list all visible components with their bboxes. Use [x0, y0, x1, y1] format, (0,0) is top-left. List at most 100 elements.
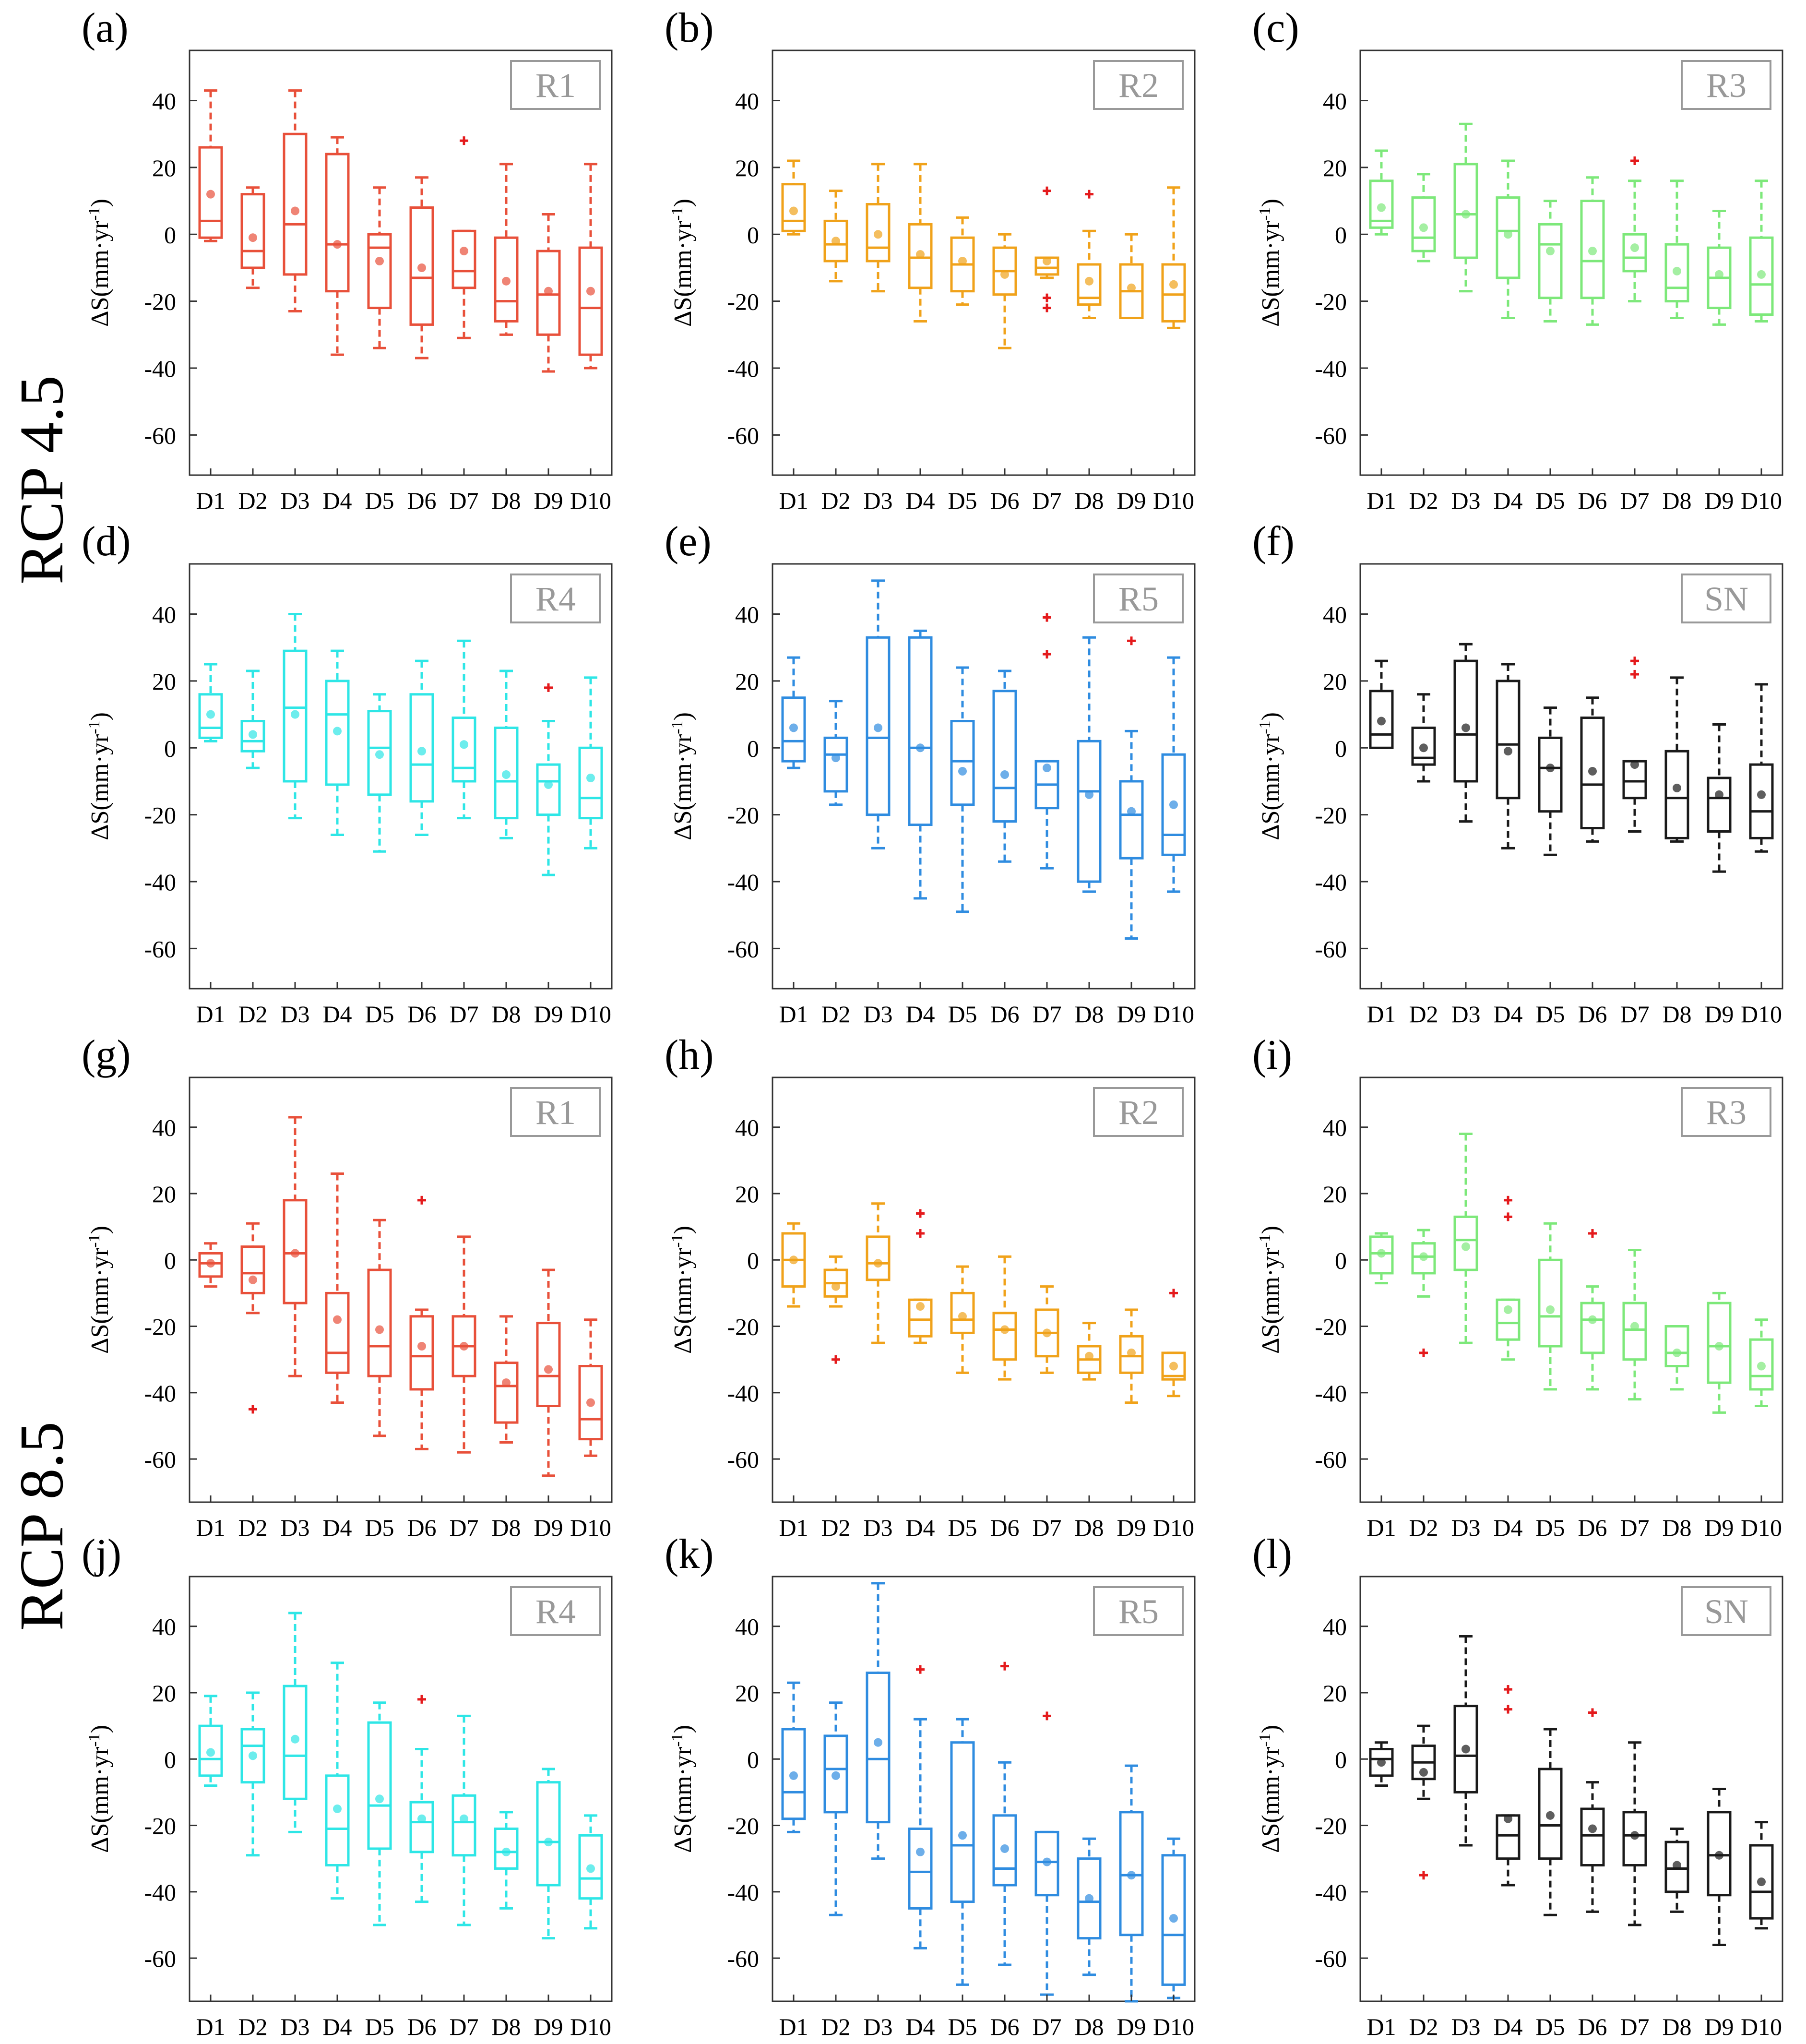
y-axis-label: ΔS(mm·yr-1) — [668, 1226, 697, 1354]
plot-frame — [189, 563, 613, 990]
y-axis-label: ΔS(mm·yr-1) — [85, 1725, 114, 1853]
y-tick-label: -20 — [1315, 1813, 1347, 1840]
box-iqr — [1077, 740, 1102, 883]
box-iqr — [240, 193, 265, 269]
x-tick-label: D2 — [238, 487, 267, 514]
y-tick-label: -20 — [727, 802, 759, 829]
region-box — [1093, 1586, 1184, 1636]
x-tick-label: D10 — [570, 1001, 611, 1028]
region-box — [510, 1087, 601, 1137]
mean-marker — [789, 1255, 798, 1265]
region-label: SN — [1704, 1592, 1748, 1631]
mean-marker — [789, 723, 798, 732]
y-axis-label-close: ) — [669, 712, 697, 720]
mean-marker — [1419, 223, 1428, 232]
box-iqr — [866, 1672, 891, 1824]
x-tick-label: D9 — [534, 1514, 563, 1541]
mean-marker — [1715, 1851, 1723, 1860]
x-tick-label: D2 — [1409, 2013, 1438, 2040]
chart-panel-4: (d) R4 40 20 0 -20 -40 -60 ΔS(mm·yr-1) D1 D2 D3 D4 D5… — [82, 518, 613, 1028]
box-iqr — [452, 1794, 476, 1857]
x-tick-label: D1 — [1366, 487, 1396, 514]
y-tick-label: 40 — [152, 88, 176, 115]
mean-marker — [1630, 1322, 1639, 1331]
mean-marker — [789, 206, 798, 215]
mean-marker — [1043, 1857, 1051, 1866]
y-tick-label: -60 — [144, 422, 176, 449]
x-tick-label: D4 — [905, 1001, 935, 1028]
y-axis-label-close: ) — [1257, 199, 1284, 207]
mean-marker — [206, 1259, 215, 1268]
mean-marker — [1461, 210, 1470, 219]
mean-marker — [958, 1831, 967, 1840]
y-tick-label: 40 — [1323, 1614, 1347, 1640]
x-tick-label: D3 — [1451, 1514, 1480, 1541]
mean-marker — [1588, 1315, 1597, 1324]
panel-label: (l) — [1252, 1531, 1292, 1578]
panel-label: (c) — [1252, 5, 1299, 51]
y-tick-label: -60 — [144, 935, 176, 962]
y-tick-label: 40 — [1323, 601, 1347, 628]
y-axis-label: ΔS(mm·yr-1) — [668, 1725, 697, 1853]
x-tick-label: D4 — [1493, 487, 1522, 514]
mean-marker — [1504, 747, 1512, 756]
region-box — [1093, 1087, 1184, 1137]
x-tick-label: D9 — [534, 2013, 563, 2040]
x-tick-label: D1 — [196, 2013, 225, 2040]
mean-marker — [1504, 1814, 1512, 1823]
x-tick-label: D10 — [1153, 2013, 1194, 2040]
x-tick-label: D10 — [1741, 2013, 1782, 2040]
x-tick-label: D7 — [449, 1001, 478, 1028]
x-tick-label: D9 — [534, 1001, 563, 1028]
mean-marker — [1000, 270, 1009, 279]
plot-frame — [189, 1076, 613, 1503]
mean-marker — [958, 1312, 967, 1321]
region-box — [510, 1586, 601, 1636]
y-axis-label-close: ) — [669, 1226, 697, 1234]
region-label: R4 — [535, 1592, 576, 1631]
box-iqr — [1664, 750, 1689, 839]
y-tick-label: 0 — [747, 1746, 759, 1773]
mean-marker — [206, 1748, 215, 1757]
mean-marker — [375, 1325, 384, 1334]
y-axis-label-exponent: -1 — [1256, 1234, 1274, 1247]
y-tick-label: 20 — [1323, 1181, 1347, 1207]
region-label: R3 — [1706, 66, 1747, 105]
plot-frame — [1359, 563, 1783, 990]
x-tick-label: D4 — [905, 2013, 935, 2040]
mean-marker — [1630, 760, 1639, 769]
box-iqr — [240, 1245, 265, 1294]
x-tick-label: D5 — [1535, 2013, 1565, 2040]
region-box — [1093, 574, 1184, 623]
y-tick-label: -20 — [727, 1813, 759, 1840]
panel-label: (k) — [665, 1531, 714, 1578]
y-tick-label: 40 — [1323, 1114, 1347, 1141]
y-axis-label-close: ) — [669, 1725, 697, 1733]
mean-marker — [1630, 1831, 1639, 1840]
y-axis-label-exponent: -1 — [1256, 1733, 1274, 1746]
y-axis-label-exponent: -1 — [668, 1733, 686, 1746]
y-tick-label: 0 — [164, 221, 176, 248]
mean-marker — [832, 237, 840, 246]
y-axis-label-exponent: -1 — [668, 207, 686, 220]
x-tick-label: D1 — [1366, 1001, 1396, 1028]
y-axis-label: ΔS(mm·yr-1) — [1256, 199, 1285, 327]
y-tick-label: -40 — [727, 1380, 759, 1407]
panel-label: (d) — [82, 518, 131, 565]
box-iqr — [866, 1235, 891, 1281]
chart-panel-9: (i) R3 40 20 0 -20 -40 -60 ΔS(mm·yr-1) D1 D2 D3 D4 D5… — [1252, 1032, 1783, 1541]
plot-frame — [189, 1576, 613, 2002]
x-tick-label: D4 — [905, 1514, 935, 1541]
y-tick-label: -40 — [144, 355, 176, 382]
x-tick-label: D1 — [779, 487, 808, 514]
x-tick-label: D6 — [1578, 1001, 1607, 1028]
plot-frame — [772, 49, 1196, 476]
box-iqr — [1707, 777, 1732, 833]
mean-marker — [417, 263, 426, 272]
box-iqr — [536, 763, 561, 816]
box-iqr — [908, 636, 933, 826]
panel-label: (h) — [665, 1032, 714, 1078]
panel-label: (a) — [82, 5, 129, 51]
mean-marker — [417, 747, 426, 756]
